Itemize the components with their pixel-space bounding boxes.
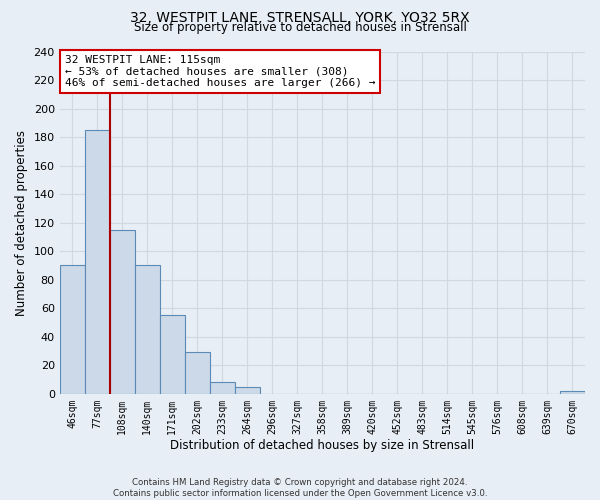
Bar <box>560 391 585 394</box>
Y-axis label: Number of detached properties: Number of detached properties <box>15 130 28 316</box>
Text: Size of property relative to detached houses in Strensall: Size of property relative to detached ho… <box>134 22 466 35</box>
Text: 32 WESTPIT LANE: 115sqm
← 53% of detached houses are smaller (308)
46% of semi-d: 32 WESTPIT LANE: 115sqm ← 53% of detache… <box>65 55 376 88</box>
Bar <box>210 382 235 394</box>
Text: 32, WESTPIT LANE, STRENSALL, YORK, YO32 5RX: 32, WESTPIT LANE, STRENSALL, YORK, YO32 … <box>130 11 470 25</box>
Bar <box>185 352 210 394</box>
Bar <box>160 316 185 394</box>
Text: Contains HM Land Registry data © Crown copyright and database right 2024.
Contai: Contains HM Land Registry data © Crown c… <box>113 478 487 498</box>
Bar <box>135 266 160 394</box>
X-axis label: Distribution of detached houses by size in Strensall: Distribution of detached houses by size … <box>170 440 475 452</box>
Bar <box>85 130 110 394</box>
Bar <box>235 386 260 394</box>
Bar <box>59 266 85 394</box>
Bar <box>110 230 135 394</box>
